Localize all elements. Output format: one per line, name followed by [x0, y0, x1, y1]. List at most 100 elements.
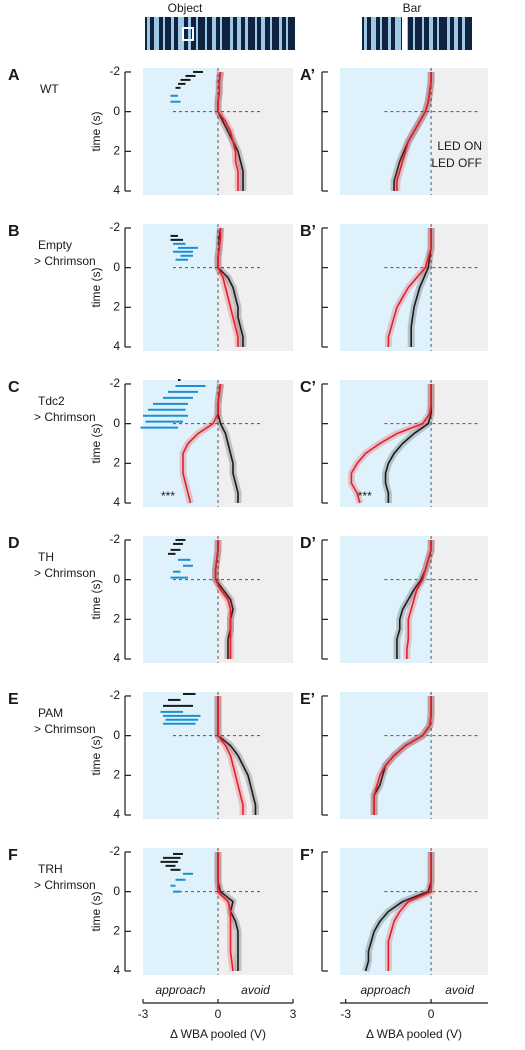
- panel-letter: A: [8, 67, 20, 84]
- stimulus-stripe: [454, 17, 458, 50]
- approach-region: [340, 692, 432, 819]
- significance: ***: [161, 489, 175, 503]
- time-tick-label: 4: [113, 807, 120, 821]
- time-tick-label: -2: [109, 688, 120, 702]
- stimulus-stripe: [447, 17, 450, 50]
- stimulus-stripe: [371, 17, 376, 50]
- genotype-label: WT: [40, 82, 59, 96]
- panel-letter: B: [8, 223, 20, 240]
- trace: [373, 695, 432, 816]
- stimulus-stripe: [286, 17, 288, 50]
- approach-region: [340, 848, 432, 975]
- column-header: Bar: [403, 1, 422, 15]
- time-tick-label: 2: [113, 300, 120, 314]
- panel-letter: B’: [300, 223, 316, 240]
- approach-region: [143, 848, 218, 975]
- time-axis-label: time (s): [89, 424, 103, 464]
- time-tick-label: 0: [113, 884, 120, 898]
- stimulus-stripe: [163, 17, 165, 50]
- wba-axis-label: Δ WBA pooled (V): [170, 1027, 266, 1041]
- time-tick-label: 2: [113, 768, 120, 782]
- approach-region: [143, 536, 218, 663]
- trace: [217, 851, 234, 972]
- stimulus-stripe: [462, 17, 465, 50]
- avoid-region: [431, 536, 488, 663]
- time-tick-label: 4: [113, 495, 120, 509]
- trace: [217, 71, 239, 192]
- trace: [396, 71, 432, 192]
- object-marker: [182, 27, 194, 41]
- trace: [217, 227, 239, 348]
- panel-letter: C: [8, 379, 20, 396]
- stimulus-stripe: [220, 17, 222, 50]
- avoid-region: [431, 68, 488, 195]
- time-tick-label: 0: [113, 572, 120, 586]
- bar-marker: [402, 17, 407, 50]
- stimulus-stripe: [237, 17, 241, 50]
- legend-entry: LED OFF: [431, 156, 482, 170]
- avoid-label: avoid: [445, 983, 474, 997]
- avoid-region: [431, 692, 488, 819]
- time-tick-label: 4: [113, 339, 120, 353]
- time-tick-label: 0: [113, 416, 120, 430]
- stimulus-stripe: [205, 17, 207, 50]
- approach-region: [340, 224, 432, 351]
- wba-tick-label: -3: [138, 1007, 149, 1021]
- trace: [214, 539, 232, 660]
- wba-axis-label: Δ WBA pooled (V): [366, 1027, 462, 1041]
- genotype-label: > Chrimson: [34, 722, 96, 736]
- stimulus-stripe: [364, 17, 367, 50]
- stimulus-stripe: [388, 17, 391, 50]
- approach-region: [340, 68, 432, 195]
- stimulus-stripe: [422, 17, 424, 50]
- time-tick-label: 4: [113, 963, 120, 977]
- trace: [217, 695, 244, 816]
- approach-region: [143, 380, 218, 507]
- time-tick-label: -2: [109, 376, 120, 390]
- stimulus-stripe: [196, 17, 198, 50]
- time-axis-label: time (s): [89, 736, 103, 776]
- wba-tick-label: 3: [290, 1007, 297, 1021]
- genotype-label: > Chrimson: [34, 254, 96, 268]
- stimulus-stripe: [154, 17, 159, 50]
- stimulus-stripe: [188, 17, 191, 50]
- stimulus-stripe: [230, 17, 233, 50]
- wba-tick-label: 0: [215, 1007, 222, 1021]
- approach-region: [340, 536, 432, 663]
- time-axis-label: time (s): [89, 268, 103, 308]
- stimulus-stripe: [413, 17, 415, 50]
- stimulus-stripe: [178, 17, 184, 50]
- stimulus-stripe: [147, 17, 150, 50]
- time-axis-label: time (s): [89, 892, 103, 932]
- panel-letter: E’: [300, 691, 315, 708]
- significance: ***: [358, 489, 372, 503]
- trace: [387, 227, 432, 348]
- time-tick-label: 2: [113, 456, 120, 470]
- stimulus-stripe: [255, 17, 257, 50]
- time-axis-label: time (s): [89, 580, 103, 620]
- time-tick-label: 0: [113, 104, 120, 118]
- trace: [406, 539, 432, 660]
- panel-letter: E: [8, 691, 19, 708]
- stimulus-stripe: [261, 17, 265, 50]
- time-tick-label: 4: [113, 651, 120, 665]
- time-tick-label: 2: [113, 612, 120, 626]
- genotype-label: TH: [38, 550, 54, 564]
- genotype-label: > Chrimson: [34, 878, 96, 892]
- trace: [182, 383, 222, 504]
- genotype-label: PAM: [38, 706, 63, 720]
- avoid-region: [431, 224, 488, 351]
- panel-letter: D’: [300, 535, 316, 552]
- panel-letter: C’: [300, 379, 316, 396]
- approach-region: [143, 692, 218, 819]
- time-tick-label: 0: [113, 260, 120, 274]
- stimulus-stripe: [429, 17, 433, 50]
- stimulus-stripe: [245, 17, 248, 50]
- time-tick-label: 2: [113, 144, 120, 158]
- genotype-label: Tdc2: [38, 394, 65, 408]
- avoid-region: [431, 380, 488, 507]
- time-tick-label: 4: [113, 183, 120, 197]
- avoid-region: [431, 848, 488, 975]
